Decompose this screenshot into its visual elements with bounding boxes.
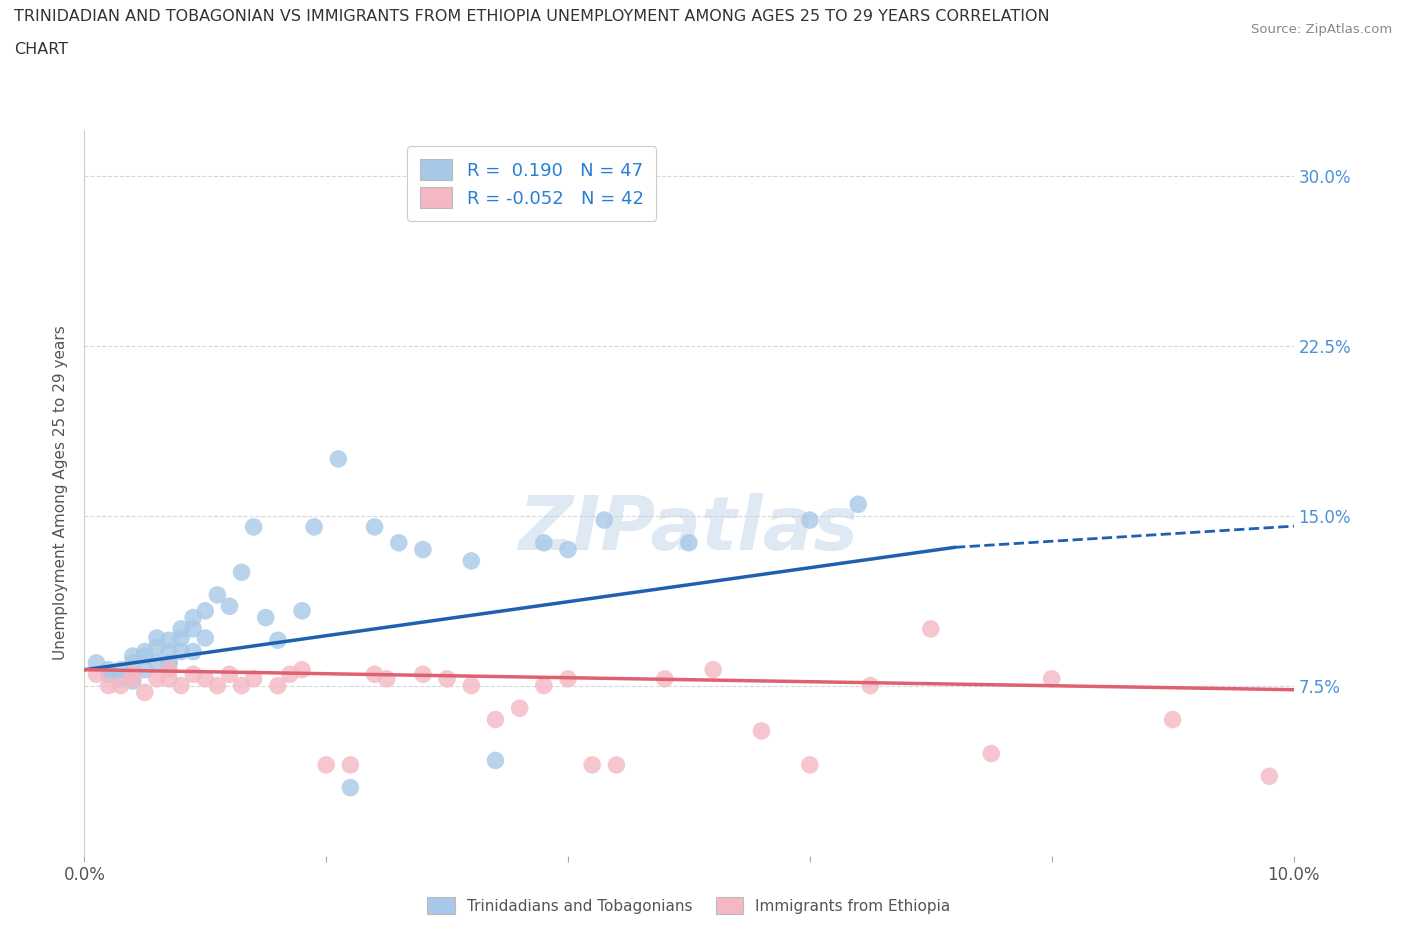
Point xyxy=(121,649,143,664)
Point xyxy=(218,599,240,614)
Point xyxy=(110,678,132,693)
Point xyxy=(86,656,108,671)
Point xyxy=(302,520,325,535)
Point xyxy=(134,649,156,664)
Point xyxy=(86,667,108,682)
Point xyxy=(678,536,700,551)
Point xyxy=(328,451,350,466)
Point xyxy=(533,678,555,693)
Point xyxy=(702,662,724,677)
Point xyxy=(339,757,361,772)
Point xyxy=(231,678,253,693)
Text: TRINIDADIAN AND TOBAGONIAN VS IMMIGRANTS FROM ETHIOPIA UNEMPLOYMENT AMONG AGES 2: TRINIDADIAN AND TOBAGONIAN VS IMMIGRANTS… xyxy=(14,9,1050,24)
Point xyxy=(557,671,579,686)
Point xyxy=(484,712,506,727)
Point xyxy=(146,671,169,686)
Point xyxy=(254,610,277,625)
Point xyxy=(460,553,482,568)
Point xyxy=(207,678,229,693)
Point xyxy=(121,673,143,688)
Point xyxy=(460,678,482,693)
Point xyxy=(581,757,603,772)
Point xyxy=(134,685,156,700)
Point xyxy=(799,757,821,772)
Point xyxy=(181,610,204,625)
Point xyxy=(980,746,1002,761)
Point xyxy=(315,757,337,772)
Point xyxy=(157,662,180,677)
Point xyxy=(593,512,616,527)
Point xyxy=(110,662,132,677)
Point xyxy=(412,667,434,682)
Point xyxy=(859,678,882,693)
Point xyxy=(751,724,773,738)
Point xyxy=(557,542,579,557)
Text: ZIPatlas: ZIPatlas xyxy=(519,493,859,565)
Point xyxy=(194,631,217,645)
Text: CHART: CHART xyxy=(14,42,67,57)
Point xyxy=(110,671,132,686)
Point xyxy=(291,662,314,677)
Point xyxy=(170,644,193,659)
Point xyxy=(97,662,120,677)
Point xyxy=(207,588,229,603)
Point xyxy=(799,512,821,527)
Point xyxy=(146,640,169,655)
Point xyxy=(97,667,120,682)
Point xyxy=(97,678,120,693)
Point xyxy=(146,631,169,645)
Legend: Trinidadians and Tobagonians, Immigrants from Ethiopia: Trinidadians and Tobagonians, Immigrants… xyxy=(422,891,956,921)
Point xyxy=(920,621,942,636)
Point xyxy=(363,520,385,535)
Point xyxy=(157,671,180,686)
Point xyxy=(170,678,193,693)
Point xyxy=(218,667,240,682)
Point xyxy=(121,667,143,682)
Point xyxy=(242,520,264,535)
Point xyxy=(484,753,506,768)
Point xyxy=(157,656,180,671)
Point xyxy=(157,632,180,647)
Point xyxy=(1040,671,1063,686)
Point xyxy=(181,644,204,659)
Point xyxy=(654,671,676,686)
Point xyxy=(181,621,204,636)
Point xyxy=(242,671,264,686)
Point xyxy=(157,656,180,671)
Point xyxy=(231,565,253,579)
Point xyxy=(291,604,314,618)
Y-axis label: Unemployment Among Ages 25 to 29 years: Unemployment Among Ages 25 to 29 years xyxy=(53,326,69,660)
Point xyxy=(509,701,531,716)
Point xyxy=(533,536,555,551)
Point xyxy=(134,644,156,659)
Point xyxy=(134,662,156,677)
Point xyxy=(194,671,217,686)
Point xyxy=(1258,769,1281,784)
Point xyxy=(121,656,143,671)
Point xyxy=(339,780,361,795)
Point xyxy=(146,656,169,671)
Point xyxy=(157,644,180,659)
Point xyxy=(267,632,290,647)
Point xyxy=(363,667,385,682)
Point xyxy=(170,631,193,645)
Point xyxy=(388,536,411,551)
Point xyxy=(181,667,204,682)
Point xyxy=(605,757,627,772)
Point xyxy=(278,667,301,682)
Point xyxy=(194,604,217,618)
Point xyxy=(375,671,398,686)
Point xyxy=(412,542,434,557)
Point xyxy=(170,621,193,636)
Point xyxy=(846,497,869,512)
Point xyxy=(267,678,290,693)
Point xyxy=(121,671,143,686)
Point xyxy=(1161,712,1184,727)
Text: Source: ZipAtlas.com: Source: ZipAtlas.com xyxy=(1251,23,1392,36)
Point xyxy=(436,671,458,686)
